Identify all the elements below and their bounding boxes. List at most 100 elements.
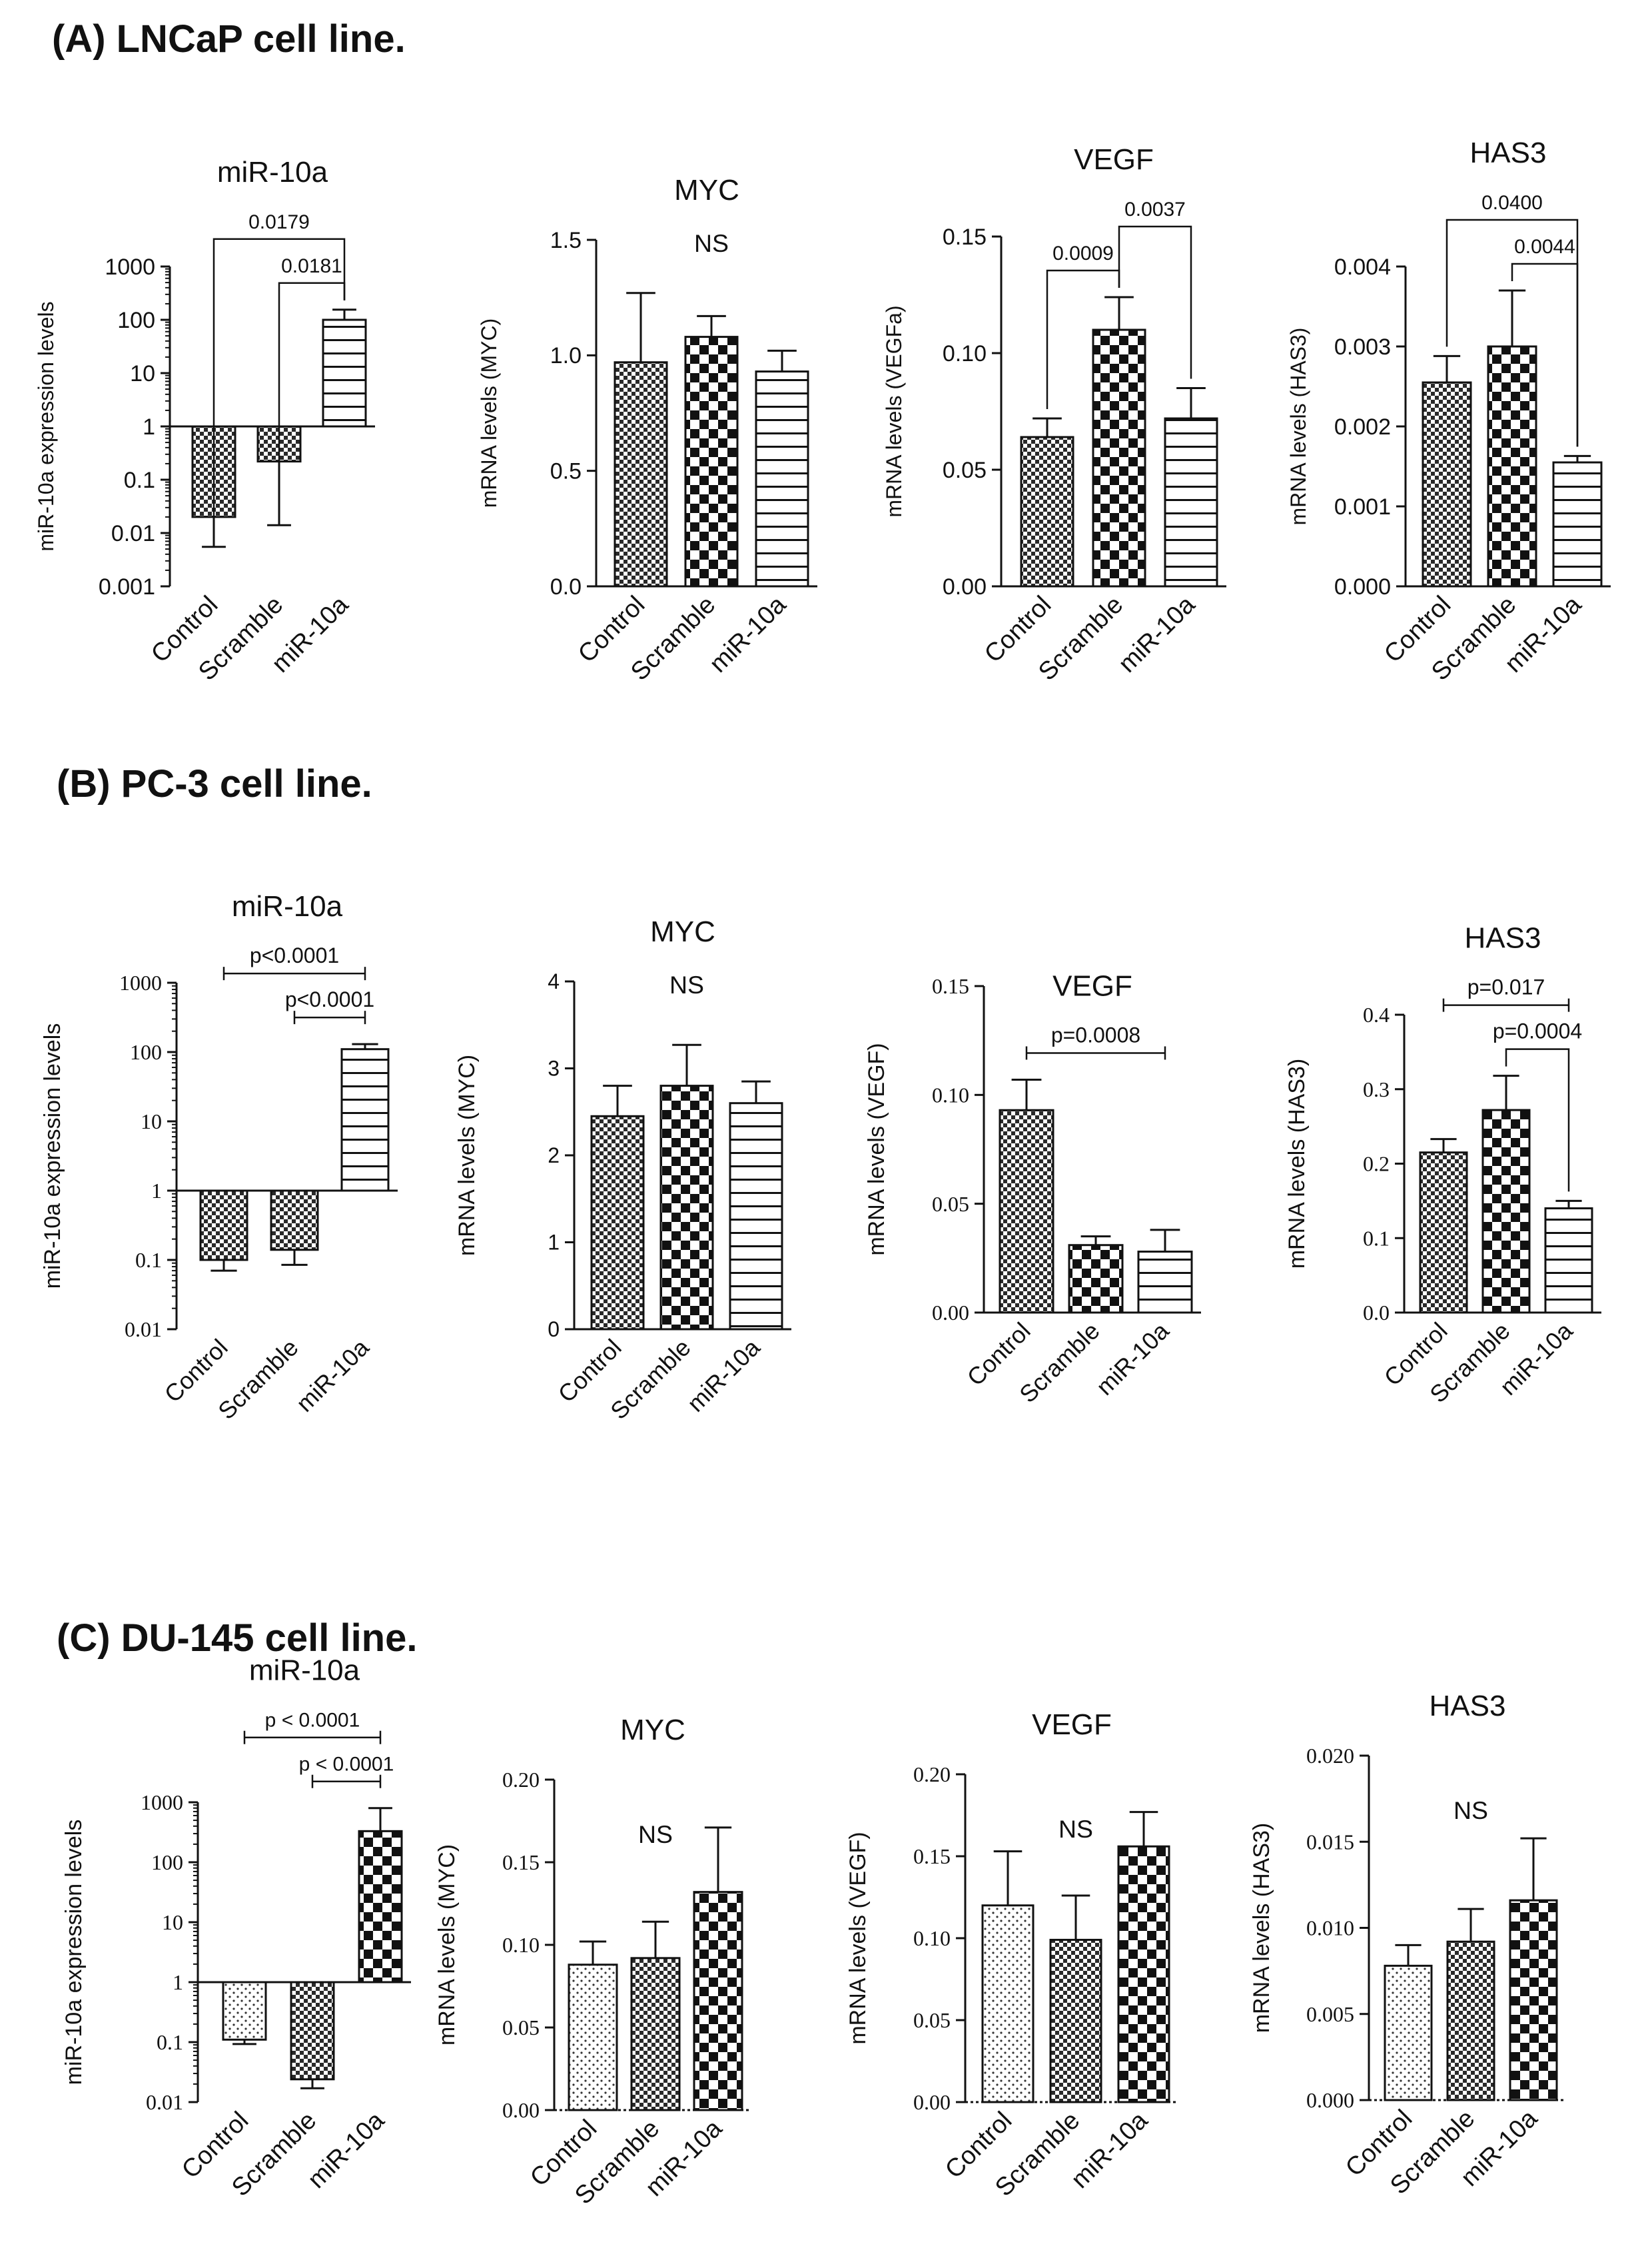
- bar-scramble: [1481, 1109, 1531, 1314]
- y-tick-label: 0.005: [1306, 2002, 1354, 2026]
- y-tick-label: 0.001: [1334, 494, 1391, 520]
- ns-label: NS: [1058, 1815, 1093, 1843]
- y-tick-label: 0.15: [943, 225, 987, 250]
- y-tick-label: 1000: [119, 971, 162, 995]
- bar-mir-10a: [1164, 417, 1218, 588]
- y-tick-label: 1: [151, 1179, 162, 1203]
- significance-label: p < 0.0001: [265, 1710, 360, 1732]
- y-tick-label: 0.20: [502, 1768, 540, 1792]
- x-tick-label: miR-10a: [1113, 590, 1201, 678]
- bar-mir-10a: [1509, 1899, 1558, 2101]
- significance-label: p<0.0001: [250, 943, 339, 967]
- y-tick-label: 100: [151, 1850, 183, 1874]
- bar-mir-10a: [1552, 461, 1603, 588]
- ns-label: NS: [1453, 1796, 1488, 1824]
- y-tick-label: 0.00: [502, 2098, 540, 2122]
- x-tick-label: miR-10a: [1066, 2106, 1154, 2194]
- y-tick-label: 1.0: [550, 343, 582, 368]
- y-tick-label: 0.00: [932, 1301, 969, 1325]
- y-tick-label: 0.15: [502, 1850, 540, 1874]
- chart-title: miR-10a: [232, 890, 343, 923]
- y-tick-label: 0.002: [1334, 414, 1391, 440]
- y-axis-label: miR-10a expression levels: [61, 1820, 87, 2085]
- chart-title: MYC: [674, 174, 739, 207]
- bar-control: [981, 1904, 1034, 2103]
- significance-bracket: [1505, 1048, 1570, 1192]
- y-tick-label: 0.15: [932, 974, 969, 998]
- y-tick-label: 0.1: [157, 2030, 183, 2054]
- y-tick-label: 4: [548, 969, 560, 993]
- bar-control: [1422, 381, 1472, 588]
- y-tick-label: 0.2: [1363, 1152, 1390, 1176]
- y-tick-label: 100: [130, 1040, 162, 1064]
- bar-mir-10a: [1544, 1207, 1593, 1314]
- bar-mir-10a: [729, 1102, 783, 1331]
- y-tick-label: 0: [548, 1317, 560, 1341]
- y-tick-label: 0.4: [1363, 1003, 1390, 1027]
- section-title-b: (B) PC-3 cell line.: [57, 762, 372, 806]
- y-tick-label: 0.000: [1306, 2088, 1354, 2112]
- y-tick-label: 0.00: [913, 2090, 951, 2114]
- y-tick-label: 10: [162, 1910, 183, 1934]
- bar-control: [614, 361, 668, 588]
- bar-control: [1384, 1964, 1433, 2101]
- significance-label: p < 0.0001: [299, 1754, 394, 1776]
- chart-title: VEGF: [1074, 143, 1154, 176]
- y-axis-label: miR-10a expression levels: [34, 301, 58, 551]
- y-tick-label: 0.00: [943, 574, 987, 600]
- bar-mir-10a: [358, 1830, 403, 1983]
- y-tick-label: 0.000: [1334, 574, 1391, 600]
- y-tick-label: 10: [130, 361, 155, 386]
- y-axis-label: mRNA levels (VEGF): [864, 1043, 889, 1255]
- bar-scramble: [684, 336, 739, 588]
- y-tick-label: 0.05: [943, 458, 987, 483]
- bar-scramble: [1092, 328, 1146, 588]
- y-tick-label: 0.3: [1363, 1077, 1390, 1101]
- bar-scramble: [290, 1981, 335, 2081]
- x-tick-label: miR-10a: [290, 1333, 374, 1417]
- y-axis-label: mRNA levels (MYC): [434, 1844, 460, 2045]
- y-tick-label: 0.004: [1334, 255, 1391, 280]
- bar-mir-10a: [755, 370, 809, 588]
- significance-label: 0.0400: [1481, 192, 1543, 214]
- chart-title: VEGF: [1032, 1708, 1112, 1741]
- significance-label: 0.0009: [1052, 243, 1114, 265]
- chart-title: HAS3: [1465, 922, 1541, 955]
- significance-label: p<0.0001: [285, 987, 374, 1011]
- bar-control: [222, 1981, 267, 2041]
- bar-scramble: [1068, 1244, 1124, 1314]
- chart-c2: MYC 0.00 0.05 0.10 0.15 0.20 mRNA levels (MYC)…: [434, 1714, 751, 2210]
- x-tick-label: miR-10a: [1090, 1317, 1174, 1401]
- y-tick-label: 0.1: [124, 468, 155, 493]
- significance-label: 0.0179: [248, 211, 310, 233]
- y-tick-label: 1: [173, 1970, 183, 1994]
- chart-title: HAS3: [1430, 1690, 1506, 1722]
- bar-scramble: [1049, 1938, 1102, 2103]
- y-tick-label: 0.015: [1306, 1830, 1354, 1854]
- y-axis-label: mRNA levels (MYC): [477, 318, 501, 508]
- chart-title: miR-10a: [217, 156, 328, 189]
- significance-label: 0.0181: [281, 255, 342, 277]
- y-tick-label: 0.003: [1334, 334, 1391, 360]
- bar-control: [1419, 1151, 1468, 1314]
- y-tick-label: 3: [548, 1057, 560, 1081]
- x-tick-label: miR-10a: [704, 590, 792, 678]
- y-tick-label: 0.01: [111, 521, 155, 546]
- chart-title: MYC: [620, 1714, 685, 1746]
- y-axis-label: mRNA levels (VEGFa): [882, 305, 906, 517]
- section-title-a: (A) LNCaP cell line.: [52, 17, 406, 61]
- y-tick-label: 2: [548, 1143, 560, 1167]
- chart-a1: miR-10a 0.001 0.01 0.1 1 10 100 1000 miR-10a exp…: [34, 156, 375, 686]
- ns-label: NS: [694, 229, 729, 257]
- y-tick-label: 0.001: [99, 574, 155, 600]
- y-tick-label: 0.10: [502, 1933, 540, 1957]
- bar-scramble: [630, 1957, 681, 2111]
- bar-mir-10a: [1137, 1251, 1193, 1314]
- ns-label: NS: [638, 1820, 673, 1848]
